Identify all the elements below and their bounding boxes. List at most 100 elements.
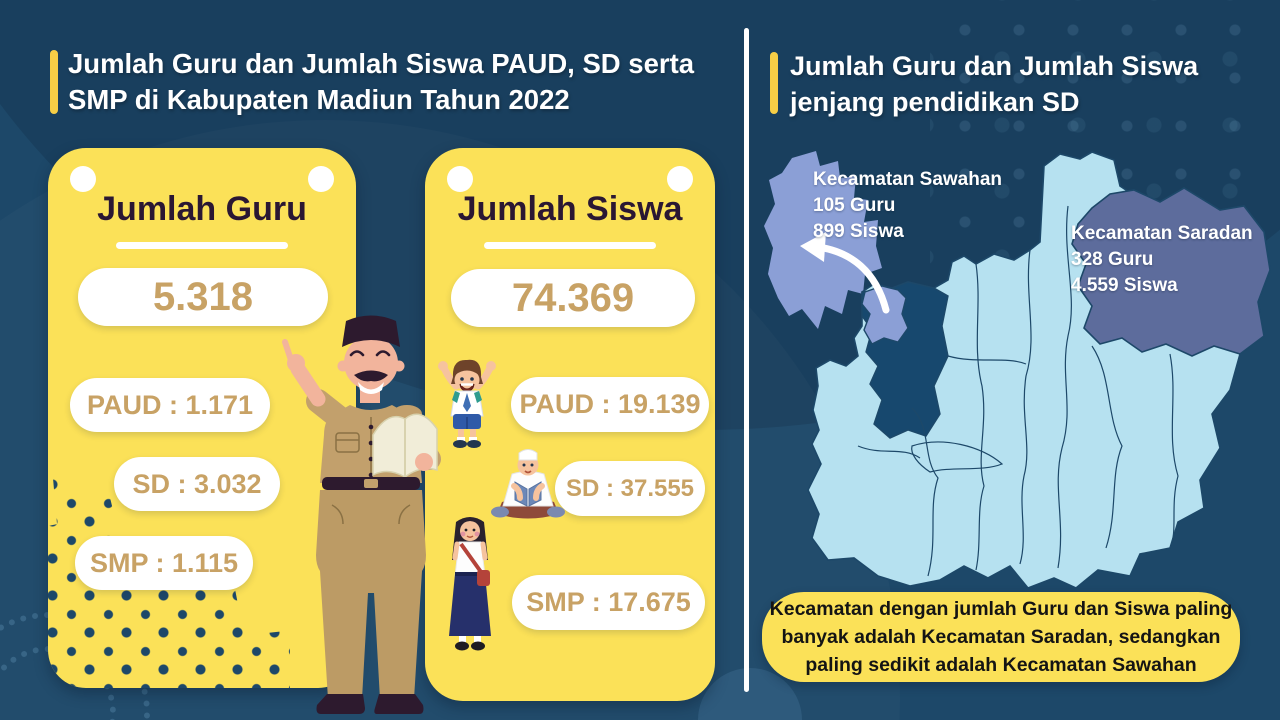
girl-shoe (471, 641, 485, 651)
teacher-pointing-finger (282, 339, 295, 366)
girl-sock (474, 636, 481, 642)
teacher-eye (375, 350, 391, 357)
teacher-ear (393, 360, 405, 372)
sawahan-guru: 105 Guru (813, 195, 896, 216)
card-hole-decoration (667, 166, 693, 192)
reading-boy-arm (511, 483, 523, 501)
boy-tie (463, 393, 471, 412)
girl-face (460, 521, 480, 541)
right-title-accent-bar (770, 52, 778, 114)
guru-card-title: Jumlah Guru (97, 190, 307, 228)
right-panel-title: Jumlah Guru dan Jumlah Siswa jenjang pen… (790, 48, 1198, 120)
boy-arm (474, 366, 493, 390)
teacher-face (344, 336, 398, 390)
teacher-eye (349, 350, 365, 357)
button (368, 472, 374, 478)
teacher-pocket (335, 432, 360, 453)
arrow-head-icon (800, 232, 826, 262)
button (368, 440, 374, 446)
right-title-line1: Jumlah Guru dan Jumlah Siswa (790, 51, 1199, 81)
boy-fringe (455, 366, 479, 375)
eye (530, 463, 534, 467)
teacher-shoe (316, 694, 365, 714)
panel-divider (744, 28, 749, 692)
eye (472, 528, 476, 532)
conclusion-box: Kecamatan dengan jumlah Guru dan Siswa p… (762, 592, 1240, 682)
saradan-label: Kecamatan Saradan 328 Guru 4.559 Siswa (1071, 221, 1253, 299)
teacher-hand-on-book (415, 453, 433, 471)
boy-shoe (453, 440, 467, 448)
button (368, 456, 374, 462)
eye (464, 528, 468, 532)
sawahan-name: Kecamatan Sawahan (813, 169, 1003, 190)
girl-arm (452, 541, 460, 561)
sawahan-map-region (861, 285, 909, 345)
girl-long-skirt (449, 574, 491, 636)
button (368, 424, 374, 430)
saradan-map-region (1071, 187, 1271, 357)
arrow-curve (814, 243, 890, 314)
boy-open-smile (459, 383, 475, 392)
conclusion-line1: Kecamatan dengan jumlah Guru dan Siswa p… (769, 598, 1233, 620)
skirt-waistband (455, 572, 485, 576)
guru-card-underline (116, 242, 288, 249)
teacher-mustache (354, 370, 388, 382)
conclusion-line2: banyak adalah Kecamatan Saradan, sedangk… (781, 626, 1221, 648)
siswa-card-underline (484, 242, 656, 249)
white-cap (518, 449, 538, 461)
teacher-ear (337, 360, 349, 372)
cheering-boy-illustration (438, 359, 496, 448)
conclusion-line3: paling sedikit adalah Kecamatan Sawahan (805, 654, 1197, 676)
boy-leg (470, 429, 476, 438)
guru-total-pill: 5.318 (78, 268, 328, 326)
guru-card: Jumlah Guru 5.318 PAUD : 1.171 SD : 3.03… (48, 148, 356, 688)
left-panel-title: Jumlah Guru dan Jumlah Siswa PAUD, SD se… (68, 46, 694, 118)
right-title-line2: jenjang pendidikan SD (790, 87, 1080, 117)
left-title-line1: Jumlah Guru dan Jumlah Siswa PAUD, SD se… (68, 48, 695, 79)
boy-eye (470, 377, 474, 381)
siswa-card-title: Jumlah Siswa (457, 190, 683, 228)
teacher-peci-cap (342, 315, 400, 347)
left-title-accent-bar (50, 50, 58, 114)
pants-pocket (398, 504, 411, 525)
boy-sock (457, 437, 465, 441)
siswa-smp-pill: SMP : 17.675 (512, 575, 705, 630)
saradan-guru: 328 Guru (1071, 249, 1154, 270)
guru-paud-pill: PAUD : 1.171 (70, 378, 270, 432)
teacher-epaulette (320, 405, 350, 423)
reading-boy-robe (502, 471, 554, 507)
boy-eye (460, 377, 464, 381)
bag-strap (459, 542, 483, 574)
boy-sock (469, 437, 477, 441)
girl-shoe (455, 641, 469, 651)
left-title-line2: SMP di Kabupaten Madiun Tahun 2022 (68, 84, 570, 115)
girl-cheek (460, 531, 466, 537)
sling-bag (477, 570, 490, 586)
mouth (524, 470, 532, 474)
pants-pocket (331, 504, 344, 525)
reading-boy-arm (533, 483, 545, 501)
siswa-total-pill: 74.369 (451, 269, 695, 327)
reading-boy-shoe (547, 506, 565, 518)
girl-sock (459, 636, 466, 642)
teacher-smile (358, 382, 384, 394)
teacher-illustration (282, 315, 441, 714)
girl-arm (480, 541, 488, 561)
guru-sd-pill: SD : 3.032 (114, 457, 280, 511)
guru-smp-pill: SMP : 1.115 (75, 536, 253, 590)
girl-cheek (474, 531, 480, 537)
reading-boy-illustration (491, 449, 565, 519)
sawahan-label: Kecamatan Sawahan 105 Guru 899 Siswa (813, 167, 1002, 245)
kecamatan-borders (857, 205, 1179, 577)
card-hole-decoration (308, 166, 334, 192)
siswa-paud-pill: PAUD : 19.139 (511, 377, 709, 432)
siswa-sd-pill: SD : 37.555 (555, 461, 705, 516)
reading-boy-shoe (491, 506, 509, 518)
boy-shoe (467, 440, 481, 448)
student-girl-illustration (449, 517, 491, 651)
sawahan-siswa: 899 Siswa (813, 221, 904, 242)
girl-fringe (460, 517, 480, 525)
saradan-siswa: 4.559 Siswa (1071, 275, 1178, 296)
saradan-name: Kecamatan Saradan (1071, 223, 1253, 244)
